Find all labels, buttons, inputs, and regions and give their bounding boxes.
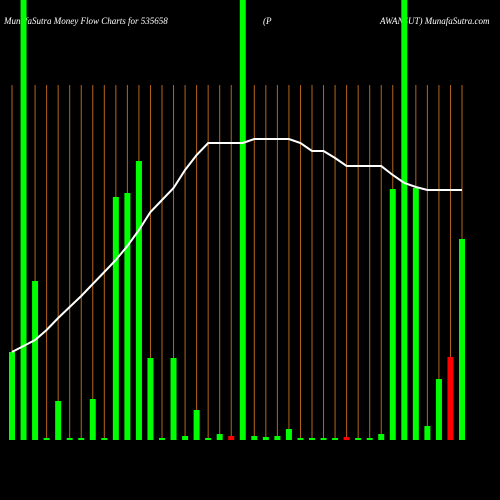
bar <box>20 0 27 440</box>
bar <box>135 161 142 440</box>
bar <box>343 437 350 440</box>
bar <box>216 434 223 440</box>
bar <box>332 438 339 440</box>
bar <box>182 436 189 440</box>
chart-title: (P <box>263 16 272 26</box>
bar <box>32 281 39 440</box>
bar <box>355 438 362 440</box>
bar <box>435 379 442 440</box>
price-line <box>11 138 462 353</box>
bar <box>124 193 131 440</box>
bar <box>228 436 235 440</box>
bar <box>89 399 96 440</box>
bar <box>55 401 62 440</box>
bar <box>274 436 281 440</box>
bar <box>147 358 154 440</box>
bar <box>297 438 304 440</box>
bar <box>424 426 431 440</box>
chart-title: AWANSUT) MunafaSutra.com <box>379 16 490 26</box>
bar <box>112 197 119 440</box>
bar <box>412 188 419 440</box>
bar <box>285 429 292 440</box>
bar <box>78 438 85 440</box>
bar <box>401 0 408 440</box>
bar <box>320 438 327 440</box>
bar <box>366 438 373 440</box>
bar <box>9 352 15 440</box>
bar <box>378 434 385 440</box>
bar <box>66 438 73 440</box>
chart-title: MunafaSutra Money Flow Charts for 535658 <box>3 16 168 26</box>
bar <box>459 239 465 440</box>
bar <box>43 438 50 440</box>
bar <box>389 189 396 440</box>
bar <box>309 438 315 440</box>
bar <box>205 438 212 440</box>
bar <box>170 358 177 440</box>
bar <box>193 410 200 440</box>
bar <box>262 437 269 440</box>
bar <box>159 438 165 440</box>
bar <box>101 438 108 440</box>
bar <box>447 357 454 440</box>
bar <box>239 0 246 440</box>
bar <box>251 436 258 440</box>
